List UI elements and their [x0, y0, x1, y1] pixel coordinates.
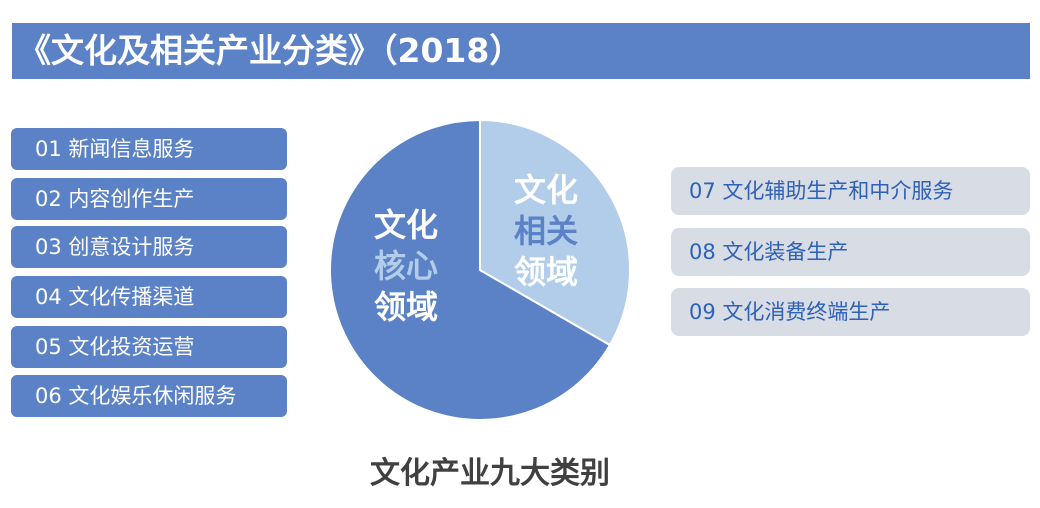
- related-domain-label: 文化 相关 领域: [514, 170, 578, 293]
- category-item-03: 03 创意设计服务: [11, 226, 287, 268]
- related-label-line2: 相关: [514, 212, 579, 250]
- category-item-07: 07 文化辅助生产和中介服务: [671, 167, 1030, 215]
- category-item-05: 05 文化投资运营: [11, 326, 287, 368]
- category-item-04: 04 文化传播渠道: [11, 276, 287, 318]
- category-item-01: 01 新闻信息服务: [11, 128, 287, 170]
- pie-svg: [329, 118, 631, 421]
- core-domain-label: 文化 核心 领域: [374, 205, 438, 328]
- related-label-line1: 文化: [514, 171, 579, 209]
- pie-slice-related: [479, 118, 631, 347]
- related-label-line3: 领域: [514, 253, 579, 291]
- category-item-02: 02 内容创作生产: [11, 178, 287, 220]
- core-label-line2: 核心: [374, 247, 439, 285]
- category-item-08: 08 文化装备生产: [671, 228, 1030, 276]
- page-title: 《文化及相关产业分类》（2018）: [12, 23, 1030, 79]
- category-item-06: 06 文化娱乐休闲服务: [11, 375, 287, 417]
- pie-chart: 文化 核心 领域 文化 相关 领域: [328, 118, 632, 422]
- category-item-09: 09 文化消费终端生产: [671, 288, 1030, 336]
- pie-slice-core: [329, 118, 612, 421]
- core-label-line1: 文化: [374, 206, 439, 244]
- core-label-line3: 领域: [374, 288, 439, 326]
- footer-caption: 文化产业九大类别: [370, 456, 610, 491]
